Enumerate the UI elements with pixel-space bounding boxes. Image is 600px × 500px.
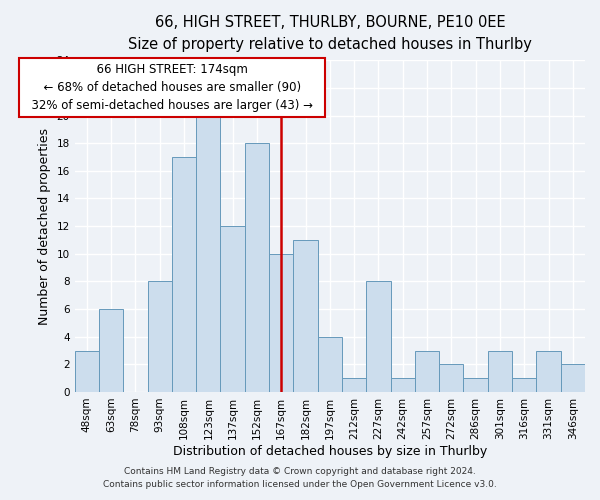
Bar xyxy=(560,364,585,392)
Bar xyxy=(245,143,269,392)
Bar xyxy=(391,378,415,392)
Bar xyxy=(99,309,123,392)
Text: Contains HM Land Registry data © Crown copyright and database right 2024.
Contai: Contains HM Land Registry data © Crown c… xyxy=(103,468,497,489)
Bar xyxy=(317,336,342,392)
Bar xyxy=(293,240,317,392)
Bar xyxy=(269,254,293,392)
Bar xyxy=(366,282,391,392)
Text: 66 HIGH STREET: 174sqm  
  ← 68% of detached houses are smaller (90)  
  32% of : 66 HIGH STREET: 174sqm ← 68% of detached… xyxy=(23,63,320,112)
Bar xyxy=(342,378,366,392)
Bar xyxy=(148,282,172,392)
Bar xyxy=(536,350,560,392)
Bar xyxy=(172,157,196,392)
Y-axis label: Number of detached properties: Number of detached properties xyxy=(38,128,51,324)
Bar xyxy=(74,350,99,392)
Bar xyxy=(512,378,536,392)
Title: 66, HIGH STREET, THURLBY, BOURNE, PE10 0EE
Size of property relative to detached: 66, HIGH STREET, THURLBY, BOURNE, PE10 0… xyxy=(128,15,532,52)
Bar xyxy=(196,116,220,392)
X-axis label: Distribution of detached houses by size in Thurlby: Distribution of detached houses by size … xyxy=(173,444,487,458)
Bar xyxy=(220,226,245,392)
Bar xyxy=(488,350,512,392)
Bar xyxy=(463,378,488,392)
Bar xyxy=(415,350,439,392)
Bar xyxy=(439,364,463,392)
